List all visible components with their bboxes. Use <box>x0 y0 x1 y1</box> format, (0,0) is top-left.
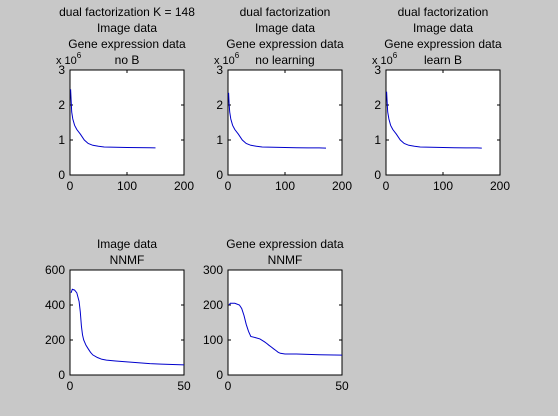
x-tick-label: 0 <box>383 179 390 193</box>
y-exponent-label: x 106 <box>372 51 398 67</box>
chart-title-line: NNMF <box>110 253 145 267</box>
x-tick-label: 100 <box>433 179 453 193</box>
axes-box <box>69 69 185 176</box>
subplot-3: dual factorization Image data Gene express… <box>372 5 510 193</box>
series-line-1 <box>228 302 343 356</box>
axes-box <box>69 269 185 376</box>
y-tick-label: 0 <box>58 368 65 382</box>
y-tick-label: 200 <box>203 298 223 312</box>
x-tick-label: 100 <box>117 179 137 193</box>
subplot-5: Gene expression data NNMF 0 50 0 100 200 300 <box>203 237 349 393</box>
y-tick-label: 200 <box>45 333 65 347</box>
axes-box <box>227 269 343 376</box>
y-exponent-label: x 106 <box>56 51 82 67</box>
y-tick-label: 3 <box>374 63 381 77</box>
x-tick-label: 50 <box>335 379 349 393</box>
chart-title-line: Gene expression data <box>68 37 186 51</box>
x-tick-label: 100 <box>275 179 295 193</box>
subplot-2: dual factorization Image data Gene express… <box>214 5 352 193</box>
y-tick-label: 2 <box>374 98 381 112</box>
y-tick-label: 0 <box>58 168 65 182</box>
y-tick-label: 0 <box>216 368 223 382</box>
chart-title-line: dual factorization <box>240 5 331 19</box>
y-tick-label: 0 <box>374 168 381 182</box>
chart-title-line: no B <box>115 53 140 67</box>
chart-title-line: Image data <box>97 21 157 35</box>
chart-title-line: Gene expression data <box>226 37 344 51</box>
y-tick-label: 3 <box>216 63 223 77</box>
y-tick-label: 2 <box>216 98 223 112</box>
chart-title-line: no learning <box>255 53 314 67</box>
y-tick-label: 1 <box>58 133 65 147</box>
y-tick-label: 0 <box>216 168 223 182</box>
axes-box <box>227 69 343 176</box>
y-tick-label: 3 <box>58 63 65 77</box>
chart-title-line: Gene expression data <box>384 37 502 51</box>
series-line-1 <box>70 288 185 366</box>
x-tick-label: 200 <box>174 179 194 193</box>
x-tick-label: 0 <box>225 179 232 193</box>
chart-title-line: NNMF <box>268 253 303 267</box>
x-tick-label: 0 <box>225 379 232 393</box>
chart-title-line: dual factorization <box>398 5 489 19</box>
y-tick-label: 300 <box>203 263 223 277</box>
chart-title-line: Image data <box>97 237 157 251</box>
x-tick-label: 200 <box>490 179 510 193</box>
chart-title-line: dual factorization K = 148 <box>59 5 195 19</box>
y-tick-label: 100 <box>203 333 223 347</box>
series-line-1 <box>228 92 327 149</box>
subplot-1: dual factorization K = 148 Image data Gene… <box>56 5 195 193</box>
y-tick-label: 1 <box>374 133 381 147</box>
y-tick-label: 600 <box>45 263 65 277</box>
x-tick-label: 50 <box>177 379 191 393</box>
chart-title-line: Image data <box>413 21 473 35</box>
axes-box <box>385 69 501 176</box>
subplot-4: Image data NNMF 0 50 0 200 400 600 <box>45 237 191 393</box>
x-tick-label: 0 <box>67 379 74 393</box>
y-tick-label: 2 <box>58 98 65 112</box>
chart-title-line: Image data <box>255 21 315 35</box>
series-line-1 <box>386 91 482 149</box>
y-tick-label: 1 <box>216 133 223 147</box>
chart-title-line: Gene expression data <box>226 237 344 251</box>
y-tick-label: 400 <box>45 298 65 312</box>
y-exponent-label: x 106 <box>214 51 240 67</box>
chart-title-line: learn B <box>424 53 462 67</box>
series-line-1 <box>70 89 156 149</box>
x-tick-label: 0 <box>67 179 74 193</box>
x-tick-label: 200 <box>332 179 352 193</box>
